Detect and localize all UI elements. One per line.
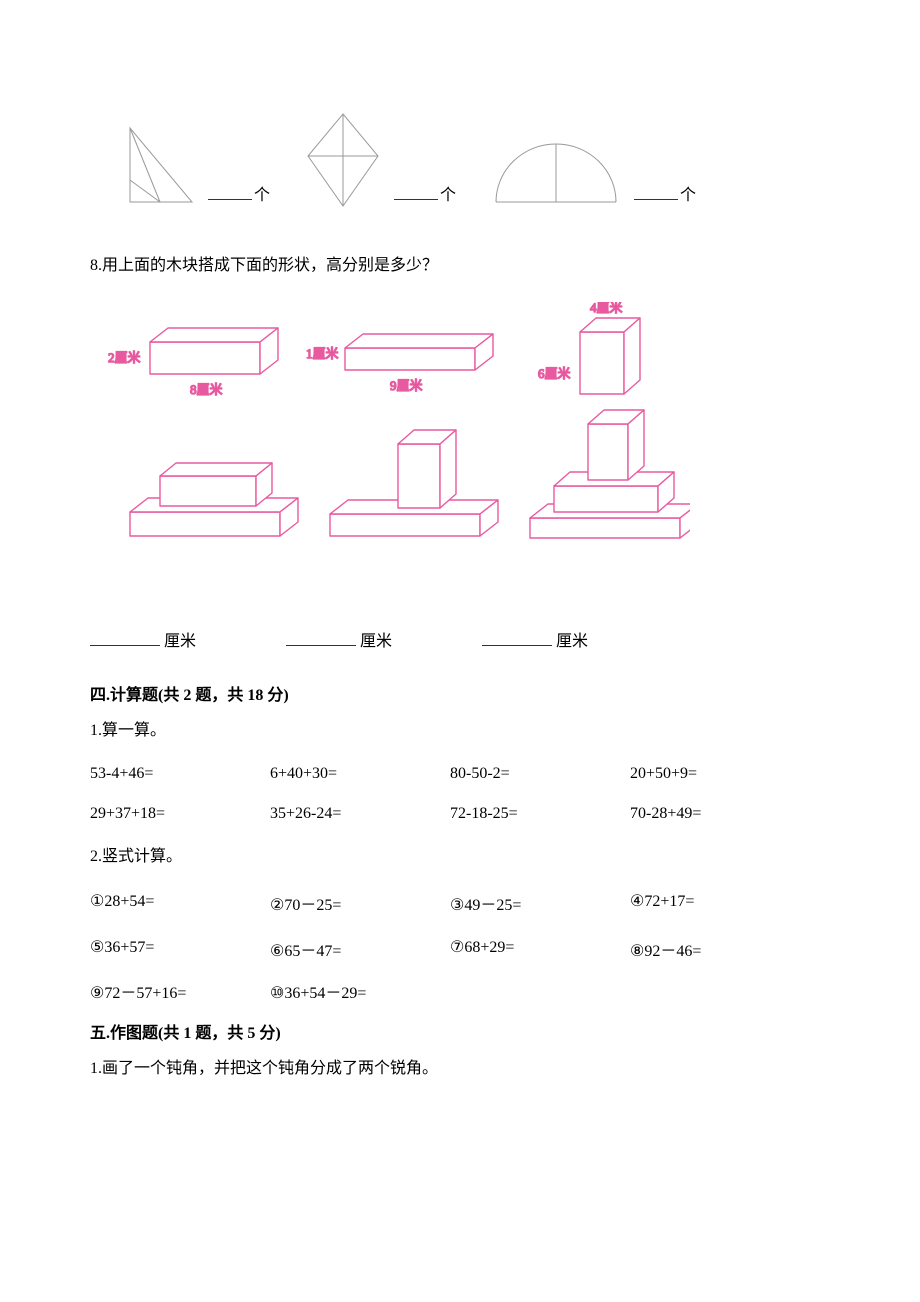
section4-q1-title: 1.算一算。 [90, 715, 830, 747]
section4-q2-title: 2.竖式计算。 [90, 841, 830, 873]
calc-item: 53-4+46= [90, 765, 270, 783]
calc-item: 20+50+9= [630, 765, 810, 783]
cm-answer-2: 厘米 [286, 627, 392, 651]
blank-count-3: 个 [634, 185, 696, 210]
cm-unit: 厘米 [360, 633, 392, 650]
label-h3: 4厘米 [590, 302, 623, 315]
count-suffix: 个 [440, 187, 456, 204]
calc-item: 29+37+18= [90, 805, 270, 823]
calc-item: ①28+54= [90, 891, 270, 915]
shapes-row: 个 个 [90, 110, 830, 210]
blank-line[interactable] [482, 631, 552, 646]
diamond-icon [300, 110, 386, 210]
calc-grid-3: ⑨72－57+16= ⑩36+54－29= [90, 979, 830, 1003]
calc-item: ⑦68+29= [450, 937, 630, 961]
count-suffix: 个 [680, 187, 696, 204]
calc-item: ③49－25= [450, 891, 630, 915]
blank-line[interactable] [208, 185, 252, 200]
cm-unit: 厘米 [556, 633, 588, 650]
blank-count-1: 个 [208, 185, 270, 210]
cm-answer-1: 厘米 [90, 627, 196, 651]
blank-line[interactable] [286, 631, 356, 646]
calc-grid-1: 53-4+46= 6+40+30= 80-50-2= 20+50+9= 29+3… [90, 765, 830, 823]
blank-line[interactable] [634, 185, 678, 200]
calc-item: 6+40+30= [270, 765, 450, 783]
semicircle-icon [486, 130, 626, 210]
q8-text: 8.用上面的木块搭成下面的形状，高分别是多少？ [90, 250, 830, 282]
shape-unit-1: 个 [110, 120, 270, 210]
label-h2: 1厘米 [306, 346, 339, 361]
label-w3: 6厘米 [538, 366, 571, 381]
blank-line[interactable] [90, 631, 160, 646]
calc-item: ⑧92－46= [630, 937, 810, 961]
label-w1: 8厘米 [190, 382, 223, 397]
calc-item: ⑤36+57= [90, 937, 270, 961]
section5-q1: 1.画了一个钝角，并把这个钝角分成了两个锐角。 [90, 1053, 830, 1085]
page-root: 个 个 [0, 0, 920, 1302]
shape-unit-3: 个 [486, 130, 696, 210]
calc-item: 70-28+49= [630, 805, 810, 823]
triangle-icon [110, 120, 200, 210]
calc-item: 35+26-24= [270, 805, 450, 823]
calc-item: ②70－25= [270, 891, 450, 915]
blocks-figure: 2厘米 8厘米 1厘米 9厘米 4厘米 6厘米 [90, 302, 830, 587]
section-4-title: 四.计算题(共 2 题，共 18 分) [90, 681, 830, 705]
calc-item: 72-18-25= [450, 805, 630, 823]
blank-count-2: 个 [394, 185, 456, 210]
calc-grid-2: ①28+54= ②70－25= ③49－25= ④72+17= ⑤36+57= … [90, 891, 830, 961]
section-5-title: 五.作图题(共 1 题，共 5 分) [90, 1019, 830, 1043]
calc-item: ⑥65－47= [270, 937, 450, 961]
blank-line[interactable] [394, 185, 438, 200]
label-w2: 9厘米 [390, 378, 423, 393]
count-suffix: 个 [254, 187, 270, 204]
cm-answers-row: 厘米 厘米 厘米 [90, 627, 830, 651]
calc-item: 80-50-2= [450, 765, 630, 783]
cm-answer-3: 厘米 [482, 627, 588, 651]
calc-item: ④72+17= [630, 891, 810, 915]
label-h1: 2厘米 [108, 350, 141, 365]
calc-item: ⑨72－57+16= [90, 979, 270, 1003]
cm-unit: 厘米 [164, 633, 196, 650]
calc-item: ⑩36+54－29= [270, 979, 450, 1003]
shape-unit-2: 个 [300, 110, 456, 210]
